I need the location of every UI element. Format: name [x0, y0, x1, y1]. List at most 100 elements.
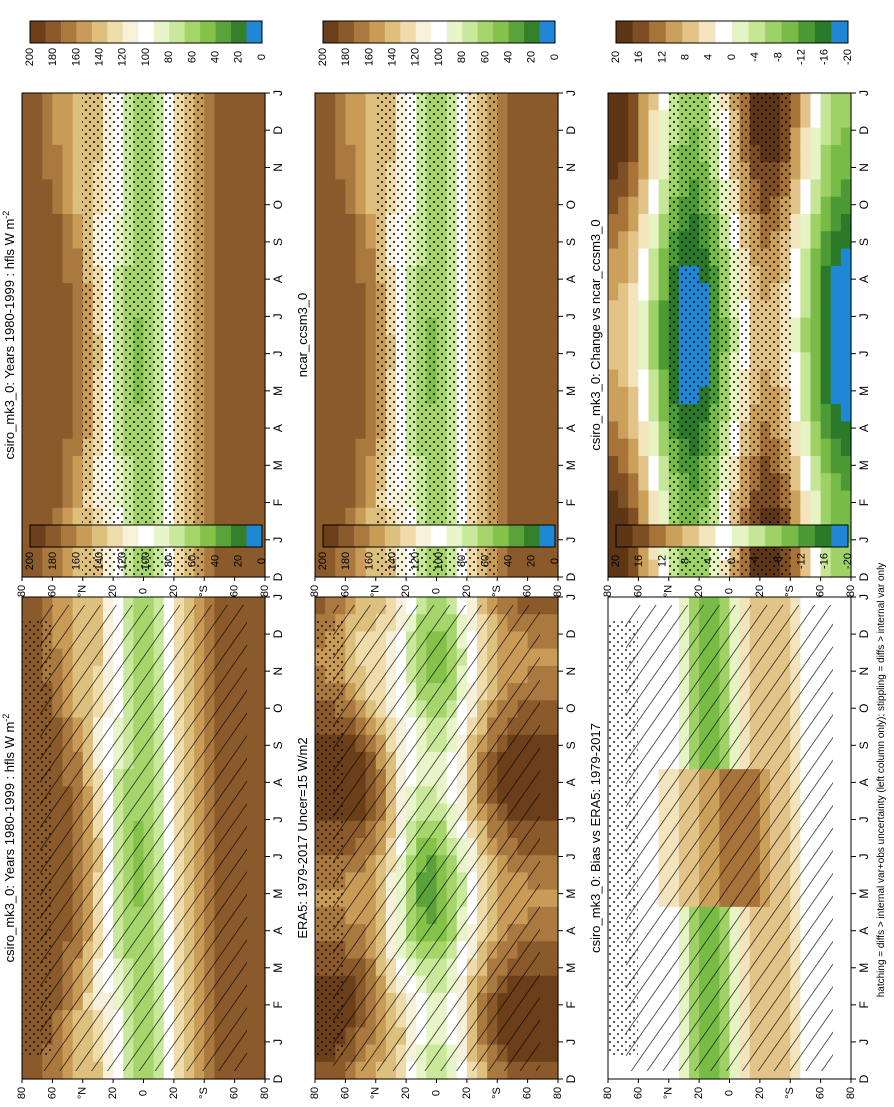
month-tick-label: J	[271, 351, 285, 357]
heatmap-cell	[325, 93, 336, 111]
month-tick-label: F	[271, 1001, 285, 1008]
heatmap-cell	[254, 110, 266, 129]
colorbar-swatch	[632, 21, 650, 43]
heatmap-cell	[234, 144, 246, 163]
heatmap-cell	[547, 127, 559, 146]
month-tick-label: J	[271, 854, 285, 860]
heatmap-cell	[42, 93, 53, 111]
heatmap-cell	[507, 335, 519, 353]
heatmap-cell	[355, 300, 367, 319]
heatmap-cell	[22, 456, 33, 474]
heatmap-cell	[345, 144, 357, 163]
hatching-overlay	[333, 605, 540, 1071]
heatmap-cell	[800, 248, 812, 267]
heatmap-cell	[608, 421, 619, 440]
heatmap-cell	[62, 283, 74, 302]
heatmap-cell	[820, 93, 832, 111]
heatmap-cell	[840, 456, 852, 474]
heatmap-cell	[52, 490, 64, 509]
month-tick-label: J	[271, 537, 285, 543]
heatmap-cell	[32, 352, 43, 371]
colorbar-swatch	[748, 21, 766, 43]
panel-title: ERA5: 1979-2017 Uncer=15 W/m2	[295, 737, 310, 938]
month-tick-label: J	[857, 854, 871, 860]
heatmap-cell	[507, 196, 519, 215]
heatmap-cell	[547, 507, 559, 526]
heatmap-cell	[224, 559, 236, 578]
heatmap-cell	[254, 127, 266, 146]
colorbar-swatch	[400, 21, 417, 43]
month-tick-label: N	[564, 163, 578, 172]
heatmap-cell	[658, 421, 670, 440]
lat-tick-label: 80	[552, 1087, 564, 1099]
heatmap-cell	[72, 421, 84, 440]
heatmap-cell	[72, 473, 84, 492]
heatmap-cell	[234, 265, 246, 284]
heatmap-cell	[254, 597, 266, 615]
heatmap-cell	[254, 734, 266, 753]
heatmap-cell	[790, 542, 801, 561]
heatmap-cell	[840, 597, 852, 615]
lat-tick-label: 0	[430, 588, 442, 594]
heatmap-cell	[517, 248, 529, 267]
heatmap-cell	[658, 559, 670, 578]
colorbar-swatch	[798, 525, 816, 547]
heatmap-cell	[345, 542, 357, 561]
heatmap-cell	[830, 196, 842, 215]
heatmap-cell	[628, 421, 639, 440]
heatmap-cell	[790, 110, 801, 129]
heatmap-cell	[254, 93, 266, 111]
hatching-overlay	[626, 605, 833, 1071]
heatmap-cell	[820, 473, 832, 492]
heatmap-cell	[537, 941, 549, 960]
heatmap-cell	[254, 872, 266, 891]
heatmap-cell	[254, 456, 266, 474]
heatmap-cell	[497, 248, 508, 267]
heatmap-cell	[840, 924, 852, 942]
heatmap-cell	[840, 786, 852, 805]
heatmap-cell	[72, 335, 84, 353]
lat-tick-label: 20	[107, 585, 119, 597]
heatmap-cell	[830, 1044, 842, 1063]
heatmap-cell	[234, 473, 246, 492]
heatmap-cell	[52, 214, 64, 232]
heatmap-cell	[345, 93, 357, 111]
heatmap-cell	[497, 559, 508, 578]
month-tick-label: A	[271, 424, 285, 432]
heatmap-cell	[527, 300, 539, 319]
colorbar-swatch	[200, 525, 216, 547]
colorbar-swatch	[524, 21, 540, 43]
heatmap-cell	[32, 196, 43, 215]
heatmap-cell	[244, 665, 256, 684]
heatmap-cell	[537, 300, 549, 319]
heatmap-cell	[638, 507, 650, 526]
month-tick-label: O	[564, 704, 578, 713]
heatmap-cell	[658, 317, 670, 336]
heatmap-cell	[224, 352, 236, 371]
heatmap-cell	[800, 144, 812, 163]
heatmap-cell	[224, 507, 236, 526]
heatmap-cell	[547, 490, 559, 509]
heatmap-cell	[325, 300, 336, 319]
heatmap-cell	[547, 665, 559, 684]
heatmap-cell	[830, 231, 842, 250]
heatmap-cell	[658, 179, 670, 198]
heatmap-cell	[537, 179, 549, 198]
heatmap-cell	[52, 559, 64, 578]
heatmap-cell	[517, 93, 529, 111]
month-tick-label: D	[857, 572, 871, 581]
heatmap-cell	[537, 769, 549, 787]
heatmap-cell	[325, 1061, 336, 1080]
heatmap-cell	[537, 665, 549, 684]
heatmap-cell	[32, 110, 43, 129]
heatmap-cell	[628, 369, 639, 388]
heatmap-cell	[52, 335, 64, 353]
heatmap-cell	[638, 404, 650, 423]
heatmap-cell	[537, 786, 549, 805]
heatmap-cell	[22, 93, 33, 111]
heatmap-cell	[608, 248, 619, 267]
heatmap-cell	[658, 144, 670, 163]
heatmap-cell	[345, 317, 357, 336]
heatmap-cell	[254, 144, 266, 163]
heatmap-cell	[32, 335, 43, 353]
